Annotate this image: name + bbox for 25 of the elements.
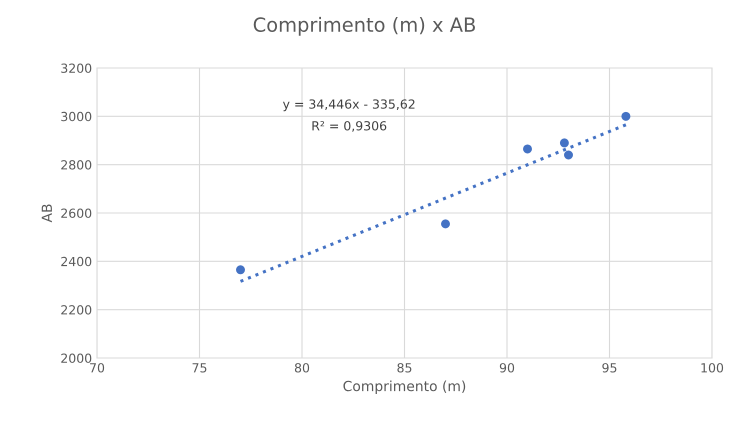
y-tick-label: 3000 (61, 112, 92, 122)
point (441, 219, 450, 228)
y-tick-label: 2400 (61, 256, 92, 266)
x-tick-label: 90 (500, 363, 514, 373)
x-axis-title: Comprimento (m) (343, 380, 466, 394)
x-tick-label: 70 (90, 363, 104, 373)
point (523, 144, 532, 154)
chart-title: Comprimento (m) x AB (254, 16, 475, 36)
y-tick-label: 2800 (61, 160, 92, 170)
annotation: y = 34,446x - 335,62 (282, 99, 414, 112)
point (564, 150, 573, 160)
point (236, 265, 245, 274)
y-tick-label: 2200 (61, 305, 92, 315)
x-tick-label: 85 (397, 363, 412, 373)
y-tick-label: 2000 (61, 353, 92, 363)
point (560, 138, 569, 148)
annotation: R² = 0,9306 (312, 121, 386, 132)
x-tick-label: 80 (294, 363, 310, 373)
y-tick-label: 3200 (61, 63, 92, 73)
x-tick-label: 95 (602, 363, 616, 373)
x-tick-label: 100 (701, 363, 724, 373)
y-tick-label: 2600 (61, 208, 92, 218)
y-axis-title: AB (42, 204, 52, 222)
x-tick-label: 75 (192, 363, 206, 373)
point (621, 112, 630, 121)
